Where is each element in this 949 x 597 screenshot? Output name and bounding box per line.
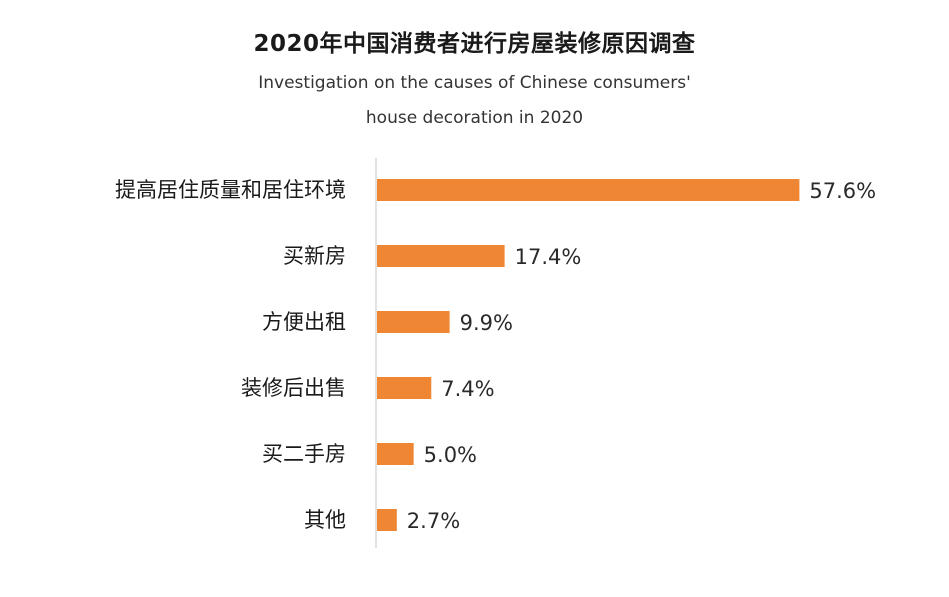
data-label: 57.6% <box>809 179 876 203</box>
chart-title: 2020年中国消费者进行房屋装修原因调查 <box>253 31 696 57</box>
bar <box>377 509 397 531</box>
category-label: 买新房 <box>283 244 346 268</box>
category-label: 装修后出售 <box>241 376 346 400</box>
data-label: 2.7% <box>407 509 460 533</box>
category-label: 其他 <box>304 508 346 532</box>
data-label: 17.4% <box>515 245 582 269</box>
data-label: 5.0% <box>424 443 477 467</box>
bar <box>377 443 414 465</box>
bar <box>377 245 505 267</box>
bar <box>377 179 800 201</box>
data-label: 9.9% <box>460 311 513 335</box>
chart-subtitle-line-1: Investigation on the causes of Chinese c… <box>258 73 691 93</box>
category-label: 买二手房 <box>262 442 346 466</box>
data-label: 7.4% <box>441 377 494 401</box>
category-label: 方便出租 <box>262 310 346 334</box>
bar <box>377 311 450 333</box>
category-label: 提高居住质量和居住环境 <box>115 178 346 202</box>
chart-subtitle-line-2: house decoration in 2020 <box>365 108 584 128</box>
bar <box>377 377 432 399</box>
